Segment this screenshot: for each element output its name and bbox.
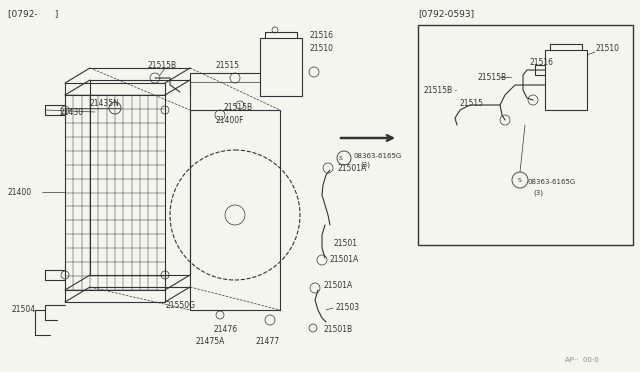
Text: 21516: 21516 <box>310 31 334 39</box>
Text: 21501A: 21501A <box>337 164 366 173</box>
Bar <box>418 25 633 245</box>
Text: 21516: 21516 <box>530 58 554 67</box>
Text: AP··  00·0: AP·· 00·0 <box>565 357 598 363</box>
Text: S: S <box>339 155 343 160</box>
Text: 21435N: 21435N <box>90 99 120 108</box>
Text: 21501: 21501 <box>333 238 357 247</box>
Text: [0792-0593]: [0792-0593] <box>418 10 474 19</box>
Text: 21550G: 21550G <box>165 301 195 310</box>
Text: 21515B: 21515B <box>223 103 252 112</box>
Text: 21515B: 21515B <box>148 61 177 70</box>
Text: 21510: 21510 <box>310 44 334 52</box>
Bar <box>545 50 587 110</box>
Bar <box>260 38 302 96</box>
Text: 08363-6165G: 08363-6165G <box>528 179 576 185</box>
Text: 21501B: 21501B <box>323 326 352 334</box>
Text: 21504: 21504 <box>12 305 36 314</box>
Text: 21476: 21476 <box>213 326 237 334</box>
Text: 21475A: 21475A <box>195 337 225 346</box>
Text: 21515B: 21515B <box>423 86 452 94</box>
Text: 21501A: 21501A <box>330 256 359 264</box>
Text: 21515: 21515 <box>215 61 239 70</box>
Text: 21477: 21477 <box>255 337 279 346</box>
Text: (3): (3) <box>360 162 370 168</box>
Text: 21400F: 21400F <box>215 115 243 125</box>
Text: 21515: 21515 <box>460 99 484 108</box>
Text: (3): (3) <box>533 190 543 196</box>
Text: 08363-6165G: 08363-6165G <box>354 153 403 159</box>
Text: 21501A: 21501A <box>323 280 352 289</box>
Text: S: S <box>518 177 522 183</box>
Text: [0792-      ]: [0792- ] <box>8 10 58 19</box>
Text: 21430: 21430 <box>60 108 84 116</box>
Text: 21515B: 21515B <box>478 73 507 81</box>
Text: 21503: 21503 <box>335 304 359 312</box>
Text: 21400: 21400 <box>8 187 32 196</box>
Text: 21510: 21510 <box>595 44 619 52</box>
